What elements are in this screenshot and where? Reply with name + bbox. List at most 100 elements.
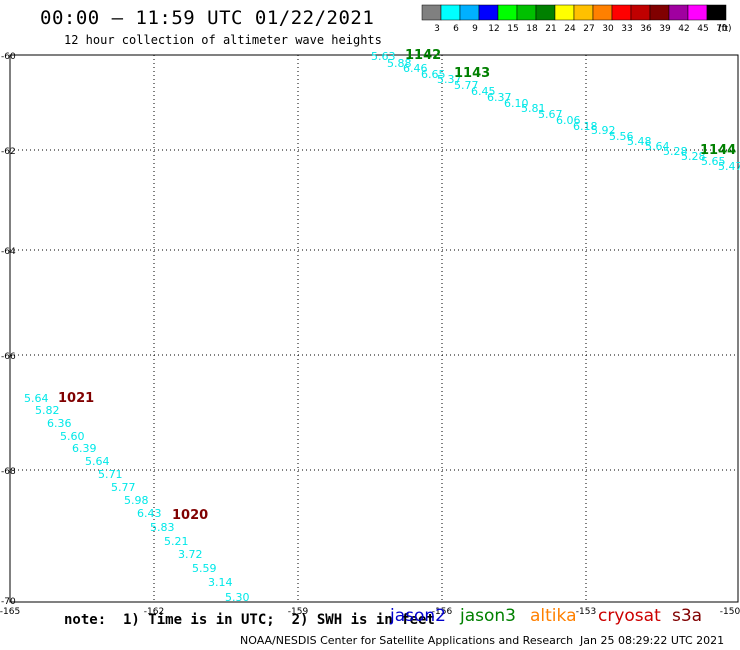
swh-value: 5.21 bbox=[164, 535, 189, 548]
colorbar-label: 12 bbox=[488, 24, 499, 34]
colorbar-label: 70 bbox=[716, 24, 728, 34]
swh-value: 5.81 bbox=[521, 102, 546, 115]
swh-value: 5.64 bbox=[85, 455, 110, 468]
satellite-legend-cryosat: cryosat bbox=[598, 606, 661, 626]
lon-label: -162 bbox=[144, 607, 164, 617]
swh-value: 5.71 bbox=[98, 468, 123, 481]
colorbar-label: 36 bbox=[640, 24, 652, 34]
lat-label: -62 bbox=[1, 147, 16, 157]
footer-credit: NOAA/NESDIS Center for Satellite Applica… bbox=[240, 634, 574, 647]
map-border bbox=[9, 54, 739, 603]
lat-label: -68 bbox=[1, 467, 16, 477]
swh-value: 5.28 bbox=[663, 145, 688, 158]
swh-value: 6.39 bbox=[72, 442, 97, 455]
swh-value: 5.30 bbox=[225, 591, 250, 604]
swh-value: 6.43 bbox=[137, 507, 162, 520]
swh-value: 6.45 bbox=[471, 85, 496, 98]
swh-value: 5.88 bbox=[387, 57, 412, 70]
colorbar-unit: (ft) bbox=[718, 24, 732, 34]
colorbar-label: 33 bbox=[621, 24, 632, 34]
swh-value: 5.65 bbox=[701, 155, 726, 168]
lat-label: -60 bbox=[1, 52, 16, 62]
colorbar-swatch bbox=[611, 4, 632, 21]
swh-value: 6.36 bbox=[47, 417, 72, 430]
pass-number-label: 1142 bbox=[405, 48, 441, 63]
colorbar-swatch bbox=[535, 4, 556, 21]
map-frame bbox=[9, 54, 739, 603]
altimeter-tracks: 5.635.886.466.655.375.776.456.376.105.81… bbox=[24, 48, 740, 604]
swh-value: 5.92 bbox=[591, 124, 616, 137]
swh-value: 6.37 bbox=[487, 91, 512, 104]
colorbar-swatch bbox=[649, 4, 670, 21]
swh-value: 3.14 bbox=[208, 576, 233, 589]
swh-value: 6.18 bbox=[573, 120, 598, 133]
colorbar-swatch bbox=[516, 4, 537, 21]
swh-value: 5.47 bbox=[718, 160, 740, 173]
colorbar-legend: 3 6 9 12 15 18 21 24 27 30 33 36 39 42 45 70(ft) bbox=[421, 4, 732, 34]
lat-label: -64 bbox=[1, 247, 16, 257]
colorbar-label: 30 bbox=[602, 24, 614, 34]
pass-number-label: 1021 bbox=[58, 391, 94, 406]
swh-value: 5.83 bbox=[150, 521, 175, 534]
swh-value: 5.77 bbox=[454, 79, 479, 92]
swh-value: 5.77 bbox=[111, 481, 136, 494]
swh-value: 5.64 bbox=[24, 392, 49, 405]
colorbar-label: 27 bbox=[583, 24, 594, 34]
colorbar-swatch bbox=[592, 4, 613, 21]
pass-number-label: 1143 bbox=[454, 66, 490, 81]
colorbar-label: 21 bbox=[545, 24, 556, 34]
colorbar-label: 18 bbox=[526, 24, 538, 34]
lon-label: -156 bbox=[432, 607, 453, 617]
lat-label: -66 bbox=[1, 352, 16, 362]
colorbar-swatch bbox=[459, 4, 480, 21]
colorbar-label: 6 bbox=[453, 24, 459, 34]
swh-value: 5.56 bbox=[609, 130, 634, 143]
lon-label: -165 bbox=[0, 607, 20, 617]
colorbar-swatch bbox=[573, 4, 594, 21]
swh-value: 5.98 bbox=[124, 494, 149, 507]
colorbar-label: 15 bbox=[507, 24, 518, 34]
colorbar-label: 3 bbox=[434, 24, 440, 34]
map-title: 00:00 – 11:59 UTC 01/22/2021 bbox=[40, 7, 375, 29]
footer-timestamp: Jan 25 08:29:22 UTC 2021 bbox=[580, 634, 725, 647]
lon-label: -150 bbox=[720, 607, 740, 617]
swh-value: 5.48 bbox=[627, 135, 652, 148]
map-subtitle: 12 hour collection of altimeter wave hei… bbox=[64, 33, 382, 47]
colorbar-swatch bbox=[706, 4, 727, 21]
lon-label: -153 bbox=[576, 607, 596, 617]
swh-value: 5.28 bbox=[681, 150, 706, 163]
swh-value: 5.82 bbox=[35, 404, 60, 417]
units-note: note: 1) Time is in UTC; 2) SWH is in fe… bbox=[64, 612, 435, 628]
lon-label: -159 bbox=[288, 607, 309, 617]
satellite-legend-s3a: s3a bbox=[672, 606, 703, 626]
swh-value: 5.60 bbox=[60, 430, 85, 443]
colorbar-swatch bbox=[440, 4, 461, 21]
swh-value: 5.67 bbox=[538, 108, 563, 121]
swh-value: 3.72 bbox=[178, 548, 203, 561]
pass-number-label: 1020 bbox=[172, 508, 208, 523]
colorbar-label: 45 bbox=[697, 24, 708, 34]
lat-label: -70 bbox=[1, 597, 16, 607]
colorbar-label: 39 bbox=[659, 24, 671, 34]
colorbar-label: 42 bbox=[678, 24, 689, 34]
colorbar-swatch bbox=[478, 4, 499, 21]
satellite-legend-jason3: jason3 bbox=[460, 606, 516, 626]
swh-value: 5.59 bbox=[192, 562, 217, 575]
colorbar-label: 9 bbox=[472, 24, 478, 34]
colorbar-swatch bbox=[421, 4, 442, 21]
graticule-grid bbox=[10, 55, 738, 602]
colorbar-label: 24 bbox=[564, 24, 576, 34]
swh-value: 6.46 bbox=[403, 62, 428, 75]
swh-value: 6.06 bbox=[556, 114, 581, 127]
satellite-legend-jason2: jason2 bbox=[390, 606, 446, 626]
satellite-legend-altika: altika bbox=[530, 606, 577, 626]
colorbar-swatch bbox=[630, 4, 651, 21]
swh-value: 6.65 bbox=[421, 68, 446, 81]
swh-value: 5.63 bbox=[371, 50, 396, 63]
swh-value: 6.10 bbox=[504, 97, 529, 110]
axis-labels: -60 -62 -64 -66 -68 -70-165 -162 -159 -156 -153 -1… bbox=[0, 52, 740, 617]
colorbar-swatch bbox=[668, 4, 689, 21]
colorbar-swatch bbox=[554, 4, 575, 21]
pass-number-label: 1144 bbox=[700, 143, 736, 158]
